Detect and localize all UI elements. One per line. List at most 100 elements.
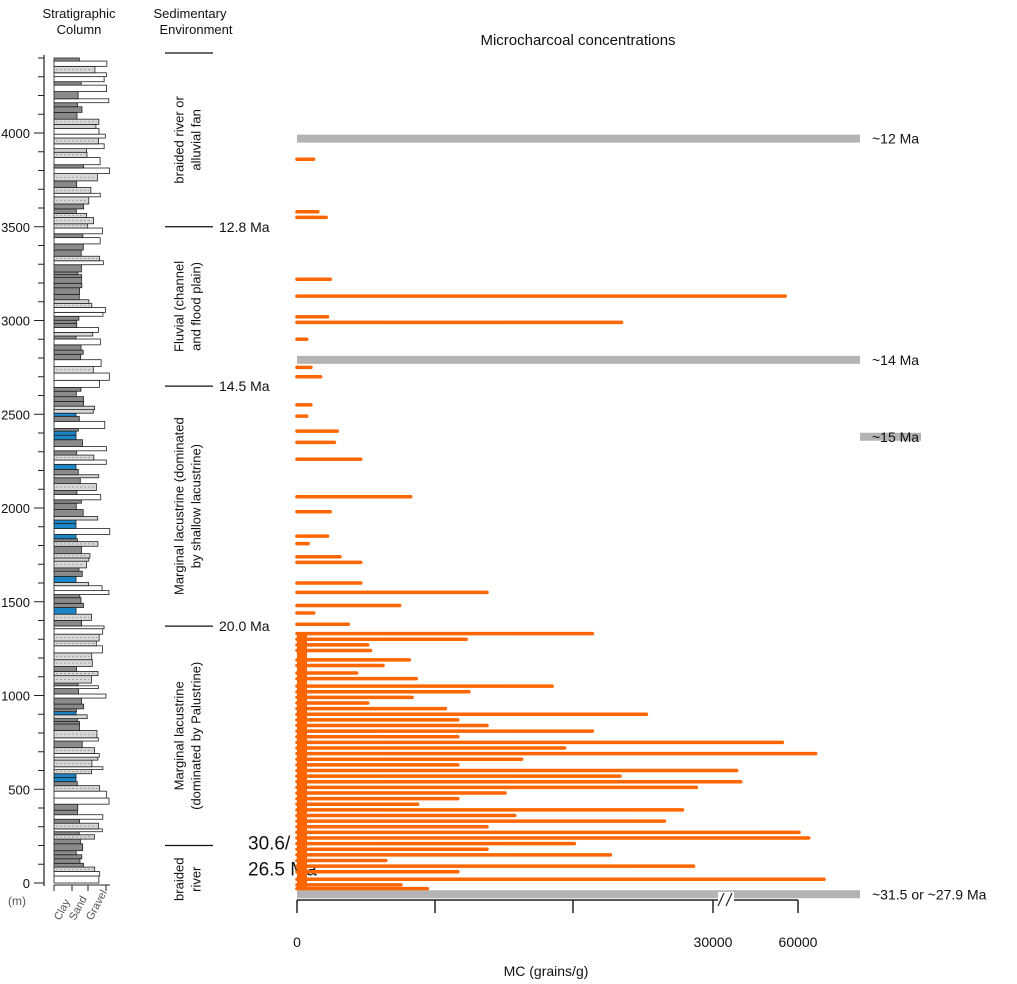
column-bed (53, 516, 99, 521)
axis-break-mark (717, 892, 734, 907)
env-header-line2: Environment (160, 22, 233, 37)
column-bed (53, 645, 103, 654)
column-bed (53, 192, 101, 198)
depth-tick-label: 1500 (1, 595, 30, 610)
column-bed (53, 607, 77, 615)
column-bed (53, 409, 94, 414)
column-bed (53, 858, 81, 864)
column-bed (53, 831, 80, 836)
column-bed (53, 227, 103, 235)
column-bed (53, 81, 82, 86)
column-bed (53, 718, 78, 722)
column-bed (53, 803, 79, 811)
column-bed (53, 127, 100, 135)
column-bed (53, 625, 105, 630)
column-bed (53, 838, 81, 845)
column-bed (53, 576, 77, 583)
chart-bars (295, 157, 826, 891)
column-bed (53, 282, 83, 289)
depth-tick-label: 3500 (1, 220, 30, 235)
column-bed (53, 519, 77, 524)
column-bed (53, 703, 85, 710)
strat-header-line1: Stratigraphic (43, 6, 116, 21)
column-bed (53, 57, 80, 62)
column-bed (53, 711, 77, 716)
column-bed (53, 450, 78, 456)
column-bed (53, 697, 82, 705)
column-bed (53, 249, 82, 257)
age-band-label: ~31.5 or ~27.9 Ma (872, 886, 987, 902)
column-bed (53, 76, 105, 83)
column-bed (53, 737, 99, 742)
sedimentary-environment-column: braided river or alluvial fan Fluvial (cha… (165, 52, 317, 901)
column-bed (53, 112, 78, 120)
column-bed (53, 260, 104, 266)
column-bed (53, 463, 77, 470)
column-bed (53, 502, 77, 510)
column-bed (53, 203, 85, 210)
column-bed (53, 781, 78, 787)
depth-tick-label: 500 (8, 782, 30, 797)
env-label-4: braided river (172, 858, 204, 901)
column-bed (53, 570, 83, 577)
column-bed (53, 602, 84, 608)
x-tick-label-60000: 60000 (779, 934, 818, 950)
env-label-line: braided (172, 858, 187, 901)
column-bed (53, 396, 85, 402)
column-beds (53, 57, 111, 891)
column-bed (53, 386, 82, 392)
x-tick-label-0: 0 (293, 934, 301, 950)
column-bed (53, 843, 84, 852)
column-bed (53, 850, 77, 856)
env-label-line: Marginal lacustrine (172, 681, 187, 790)
depth-tick-label: 0 (23, 876, 30, 891)
column-bed (53, 196, 90, 205)
column-bed (53, 84, 107, 92)
column-bed (53, 143, 105, 150)
column-bed (53, 167, 111, 174)
column-bed (53, 628, 104, 635)
boundary-age-label: 12.8 Ma (219, 219, 270, 235)
lithology-label-gravel: Gravel (84, 888, 110, 922)
column-bed (53, 714, 88, 720)
column-bed (53, 740, 83, 749)
column-bed (53, 287, 80, 295)
column-bed (53, 401, 85, 407)
column-bed (53, 151, 88, 158)
age-bands: ~12 Ma ~14 Ma ~15 Ma ~31.5 or ~27.9 Ma (297, 131, 987, 902)
column-bed (53, 582, 89, 587)
column-bed (53, 180, 78, 188)
column-bed (53, 509, 84, 517)
column-bed (53, 223, 89, 229)
column-bed (53, 477, 81, 485)
env-label-line: by shallow lacustrine) (189, 444, 204, 568)
column-bed (53, 545, 82, 555)
column-bed (53, 567, 80, 572)
env-label-line: and flood plain) (189, 262, 204, 351)
age-band-label: ~15 Ma (872, 429, 919, 445)
column-bed (53, 790, 107, 799)
column-bed (53, 494, 102, 501)
depth-ticks: 0 500 1000 1500 2000 2500 3000 3500 4000 (1, 57, 44, 891)
column-bed (53, 322, 78, 328)
column-bed (53, 439, 83, 447)
column-bed (53, 243, 84, 251)
column-bed (53, 773, 77, 778)
column-bed (53, 233, 84, 239)
column-bed (53, 490, 78, 495)
env-label-line: river (189, 866, 204, 892)
column-bed (53, 164, 84, 169)
column-bed (53, 534, 77, 540)
column-bed (53, 91, 79, 100)
column-bed (53, 523, 77, 529)
column-bed (53, 756, 99, 761)
column-bed (53, 277, 82, 284)
column-bed (53, 315, 80, 321)
column-bed (53, 809, 78, 816)
column-bed (53, 274, 83, 278)
column-bed (53, 299, 90, 304)
column-bed (53, 148, 87, 153)
column-bed (53, 619, 83, 627)
env-label-0: braided river or alluvial fan (172, 95, 204, 183)
